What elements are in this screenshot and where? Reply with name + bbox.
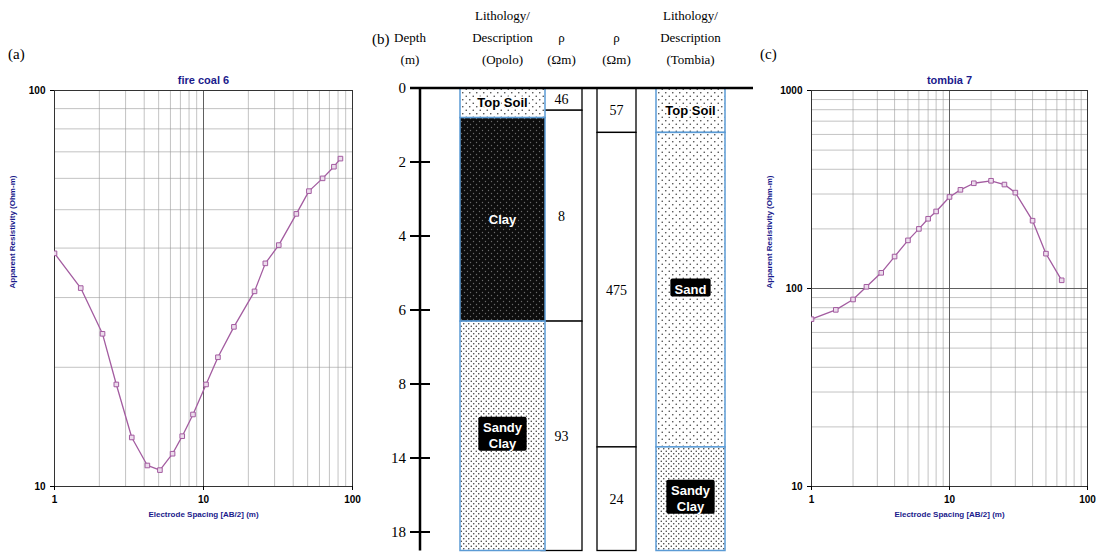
svg-text:18: 18: [391, 524, 406, 540]
svg-text:Apparent Resistivity (Ohm-m): Apparent Resistivity (Ohm-m): [765, 175, 774, 288]
svg-text:Depth: Depth: [394, 30, 426, 45]
svg-text:10: 10: [791, 481, 803, 492]
svg-text:Sandy: Sandy: [671, 483, 711, 498]
svg-text:Lithology/: Lithology/: [663, 8, 718, 23]
svg-text:10: 10: [198, 494, 210, 505]
svg-text:(Opolo): (Opolo): [482, 52, 523, 67]
svg-text:Sandy: Sandy: [483, 420, 523, 435]
svg-text:100: 100: [344, 494, 361, 505]
svg-text:6: 6: [399, 302, 407, 318]
svg-text:(Ωm): (Ωm): [602, 52, 630, 67]
svg-text:0: 0: [399, 80, 407, 96]
svg-text:(b): (b): [372, 31, 390, 48]
svg-text:ρ: ρ: [558, 30, 565, 45]
svg-text:14: 14: [391, 450, 407, 466]
svg-text:24: 24: [610, 492, 624, 507]
svg-text:(Tombia): (Tombia): [666, 52, 714, 67]
svg-text:Top Soil: Top Soil: [665, 103, 715, 118]
html-text:(a): (a): [8, 46, 25, 62]
svg-text:fire coal 6: fire coal 6: [178, 74, 229, 86]
svg-text:4: 4: [399, 228, 407, 244]
svg-text:93: 93: [555, 429, 569, 444]
svg-text:(m): (m): [401, 52, 420, 67]
svg-text:10: 10: [944, 494, 956, 505]
svg-text:Description: Description: [660, 30, 721, 45]
svg-text:Apparent Resistivity (Ohm-m): Apparent Resistivity (Ohm-m): [8, 175, 17, 288]
svg-text:46: 46: [555, 92, 569, 107]
svg-text:Sand: Sand: [675, 282, 707, 297]
svg-text:(Ωm): (Ωm): [547, 52, 575, 67]
svg-text:100: 100: [1079, 494, 1096, 505]
svg-text:ρ: ρ: [613, 30, 620, 45]
svg-text:100: 100: [786, 283, 803, 294]
svg-text:Lithology/: Lithology/: [475, 8, 530, 23]
svg-text:Electrode Spacing [AB/2] (m): Electrode Spacing [AB/2] (m): [148, 510, 259, 519]
svg-text:1000: 1000: [780, 85, 803, 96]
svg-text:10: 10: [34, 481, 46, 492]
svg-text:8: 8: [558, 209, 565, 224]
svg-text:Description: Description: [472, 30, 533, 45]
svg-text:Clay: Clay: [677, 499, 705, 514]
svg-text:8: 8: [399, 376, 407, 392]
svg-text:100: 100: [29, 85, 46, 96]
svg-text:tombia 7: tombia 7: [927, 74, 972, 86]
svg-text:475: 475: [606, 283, 627, 298]
svg-text:Electrode Spacing [AB/2] (m): Electrode Spacing [AB/2] (m): [894, 510, 1005, 519]
html-text:(c): (c): [760, 46, 777, 62]
svg-text:Clay: Clay: [489, 436, 517, 451]
svg-text:1: 1: [809, 494, 815, 505]
svg-text:Clay: Clay: [489, 212, 517, 227]
svg-text:57: 57: [610, 103, 624, 118]
svg-text:1: 1: [52, 494, 58, 505]
svg-text:Top Soil: Top Soil: [477, 95, 527, 110]
svg-text:2: 2: [399, 154, 407, 170]
